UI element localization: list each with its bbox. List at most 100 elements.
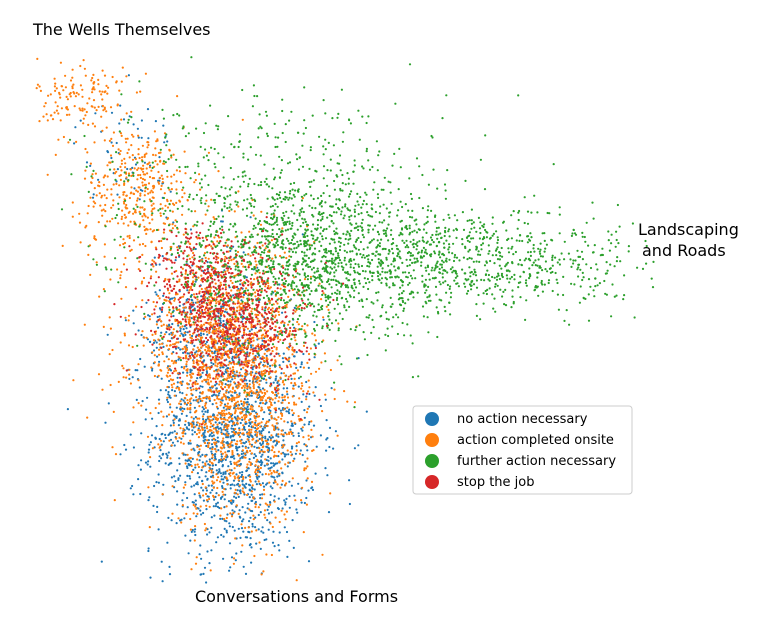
- scatter-point: [274, 277, 277, 280]
- scatter-point: [299, 279, 302, 282]
- scatter-point: [245, 287, 248, 290]
- scatter-point: [174, 259, 177, 262]
- scatter-point: [238, 471, 241, 474]
- scatter-point: [249, 537, 252, 540]
- scatter-point: [221, 220, 224, 223]
- scatter-point: [250, 328, 253, 331]
- scatter-point: [237, 383, 240, 386]
- scatter-point: [266, 482, 269, 485]
- scatter-point: [94, 112, 97, 115]
- scatter-point: [124, 166, 127, 169]
- scatter-point: [248, 260, 251, 263]
- scatter-point: [273, 451, 276, 454]
- scatter-point: [237, 245, 240, 248]
- scatter-point: [278, 283, 281, 286]
- scatter-point: [226, 444, 229, 447]
- scatter-point: [199, 357, 203, 360]
- scatter-point: [173, 430, 176, 433]
- scatter-point: [263, 394, 266, 397]
- scatter-point: [272, 469, 275, 473]
- scatter-point: [258, 415, 261, 418]
- scatter-point: [109, 161, 112, 164]
- scatter-point: [117, 380, 120, 383]
- scatter-point: [189, 477, 192, 480]
- scatter-point: [279, 376, 282, 379]
- scatter-point: [278, 354, 281, 357]
- scatter-point: [153, 207, 156, 210]
- scatter-point: [234, 442, 237, 445]
- scatter-point: [258, 271, 261, 274]
- scatter-point: [277, 433, 280, 436]
- scatter-point: [277, 507, 280, 511]
- scatter-point: [201, 380, 204, 383]
- scatter-point: [234, 274, 237, 277]
- scatter-point: [200, 573, 203, 576]
- scatter-point: [194, 533, 197, 537]
- scatter-point: [84, 114, 87, 117]
- scatter-point: [265, 259, 268, 262]
- scatter-point: [219, 427, 222, 430]
- scatter-point: [235, 504, 238, 507]
- scatter-point: [295, 449, 298, 452]
- scatter-point: [144, 72, 147, 75]
- scatter-point: [121, 209, 124, 212]
- scatter-point: [110, 193, 113, 196]
- scatter-point: [327, 308, 330, 311]
- scatter-point: [204, 406, 207, 409]
- scatter-point: [321, 235, 324, 238]
- scatter-point: [154, 160, 157, 163]
- scatter-point: [195, 433, 198, 436]
- scatter-point: [212, 423, 215, 426]
- scatter-point: [257, 506, 260, 509]
- scatter-point: [261, 244, 264, 247]
- scatter-point: [167, 463, 170, 466]
- scatter-point: [252, 496, 255, 499]
- scatter-point: [228, 209, 231, 213]
- scatter-point: [205, 581, 208, 584]
- scatter-point: [224, 451, 227, 454]
- scatter-point: [224, 418, 227, 421]
- scatter-point: [113, 168, 116, 171]
- scatter-point: [185, 403, 188, 406]
- scatter-point: [397, 188, 400, 191]
- scatter-point: [241, 456, 244, 459]
- scatter-point: [129, 487, 132, 490]
- scatter-point: [220, 417, 223, 420]
- scatter-point: [237, 190, 240, 193]
- scatter-point: [119, 132, 123, 135]
- scatter-point: [285, 510, 288, 513]
- scatter-point: [347, 195, 351, 198]
- scatter-point: [166, 206, 170, 209]
- scatter-point: [182, 351, 185, 354]
- scatter-point: [115, 141, 118, 145]
- scatter-point: [194, 503, 197, 506]
- scatter-point: [418, 196, 421, 200]
- scatter-point: [300, 309, 303, 312]
- scatter-point: [274, 480, 277, 483]
- scatter-point: [320, 279, 323, 282]
- scatter-point: [259, 503, 262, 506]
- scatter-point: [148, 161, 151, 164]
- scatter-point: [265, 399, 268, 402]
- scatter-point: [128, 196, 131, 200]
- scatter-point: [297, 441, 300, 444]
- scatter-point: [400, 292, 404, 295]
- scatter-point: [84, 226, 87, 229]
- scatter-point: [230, 186, 233, 189]
- scatter-point: [295, 351, 298, 354]
- scatter-point: [298, 212, 301, 215]
- scatter-point: [232, 511, 235, 515]
- scatter-point: [215, 405, 219, 408]
- scatter-point: [159, 214, 162, 217]
- scatter-point: [275, 218, 278, 222]
- scatter-point: [294, 339, 297, 342]
- scatter-point: [239, 492, 242, 495]
- scatter-point: [265, 381, 268, 384]
- scatter-point: [220, 296, 223, 299]
- scatter-point: [109, 278, 112, 281]
- scatter-point: [195, 278, 198, 281]
- scatter-point: [157, 374, 160, 377]
- scatter-point: [214, 505, 217, 508]
- scatter-point: [169, 457, 172, 460]
- scatter-point: [321, 325, 324, 328]
